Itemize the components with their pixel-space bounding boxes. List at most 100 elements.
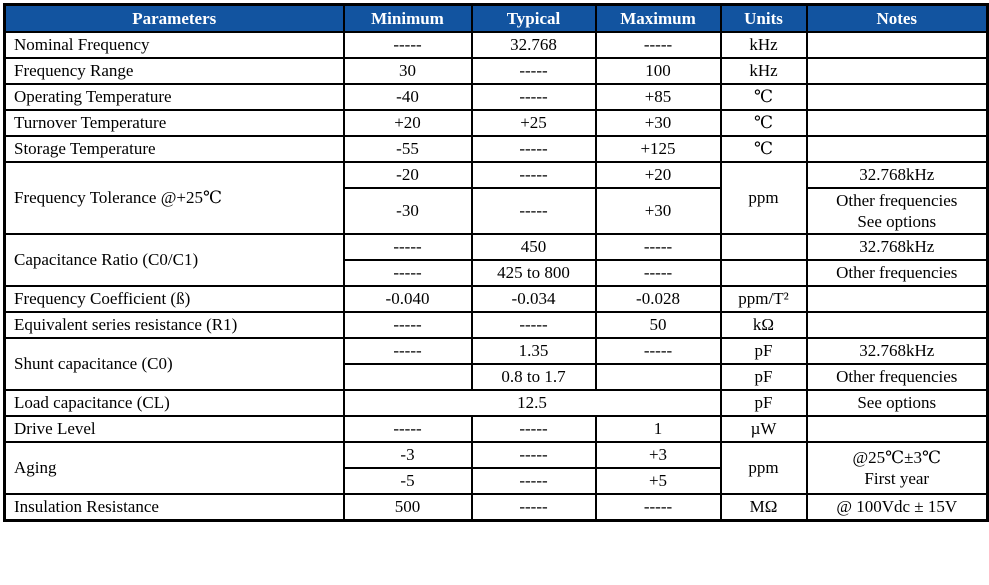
- value-cell: +20: [594, 160, 722, 189]
- value-cell: pF: [719, 337, 808, 365]
- value-cell: -----: [470, 82, 597, 111]
- table-row: -5 ----- +5: [5, 467, 988, 495]
- value-cell: -----: [470, 467, 597, 495]
- value-cell: [805, 134, 989, 163]
- parameter-cell: Equivalent series resistance (R1): [3, 311, 345, 339]
- value-cell: [805, 108, 989, 137]
- value-cell: -----: [342, 233, 473, 261]
- value-cell: kHz: [719, 56, 808, 85]
- value-cell: -55: [342, 134, 473, 163]
- table-row: 0.8 to 1.7 pF Other frequencies: [5, 363, 989, 391]
- value-cell: -----: [470, 493, 597, 521]
- value-cell: [805, 82, 989, 111]
- value-cell: -----: [594, 259, 722, 287]
- value-cell: -----: [470, 441, 597, 469]
- value-cell: ℃: [719, 82, 808, 111]
- value-cell: Other frequencies See options: [805, 186, 989, 235]
- parameter-cell: Storage Temperature: [3, 134, 345, 163]
- table-row: Drive Level ----- ----- 1 µW: [3, 415, 989, 443]
- value-cell: [805, 311, 989, 339]
- value-cell: -----: [594, 233, 722, 261]
- value-cell: 450: [470, 233, 597, 261]
- parameter-cell: Load capacitance (CL): [3, 389, 345, 417]
- parameter-cell: Frequency Tolerance @+25℃: [3, 160, 345, 235]
- value-cell: +25: [470, 108, 597, 137]
- value-cell: 50: [594, 311, 722, 339]
- value-cell: 32.768kHz: [805, 233, 989, 261]
- value-cell: pF: [719, 389, 808, 417]
- value-cell: 32.768kHz: [805, 160, 989, 189]
- table-row: Frequency Coefficient (ß) -0.040 -0.034 -0.…: [3, 285, 989, 313]
- header-row: Parameters Minimum Typical Maximum Units…: [3, 3, 989, 33]
- header-units: Units: [719, 3, 808, 33]
- value-cell: MΩ: [719, 493, 808, 521]
- value-cell: 1.35: [470, 337, 597, 365]
- table-row: Storage Temperature -55 ----- +125 ℃: [3, 134, 989, 163]
- value-cell: pF: [719, 363, 808, 391]
- value-cell: +20: [342, 108, 473, 137]
- value-cell: ℃: [719, 108, 808, 137]
- value-cell: -30: [342, 186, 473, 235]
- value-cell: [719, 259, 808, 287]
- value-cell: ppm: [719, 441, 808, 495]
- header-notes: Notes: [805, 3, 989, 33]
- parameter-cell: Shunt capacitance (C0): [3, 337, 345, 391]
- value-cell: @ 100Vdc ± 15V: [805, 493, 989, 521]
- table-row: Frequency Tolerance @+25℃ -20 ----- +20 ppm 3…: [3, 160, 989, 235]
- table-row: Capacitance Ratio (C0/C1) ----- 450 ----- 32…: [3, 233, 989, 287]
- value-cell: 12.5: [342, 389, 722, 417]
- value-cell: -----: [342, 30, 473, 59]
- value-cell: -0.040: [342, 285, 473, 313]
- parameter-cell: Nominal Frequency: [3, 30, 345, 59]
- parameter-cell: Turnover Temperature: [3, 108, 345, 137]
- value-cell: -----: [594, 337, 722, 365]
- table-row: ----- 425 to 800 ----- Other frequencies: [5, 259, 989, 287]
- header-maximum: Maximum: [594, 3, 722, 33]
- value-cell: -5: [342, 467, 473, 495]
- value-cell: +5: [594, 467, 722, 495]
- parameter-cell: Frequency Coefficient (ß): [3, 285, 345, 313]
- value-cell: -----: [342, 259, 473, 287]
- spec-table: Parameters Minimum Typical Maximum Units…: [3, 3, 989, 522]
- parameter-cell: Aging: [3, 441, 345, 495]
- value-cell: -----: [594, 30, 722, 59]
- value-cell: [805, 285, 989, 313]
- value-cell: [805, 415, 989, 443]
- header-minimum: Minimum: [342, 3, 473, 33]
- value-cell: See options: [805, 389, 989, 417]
- value-cell: 30: [342, 56, 473, 85]
- value-cell: [594, 363, 722, 391]
- value-cell: -----: [342, 337, 473, 365]
- value-cell: @25℃±3℃ First year: [805, 441, 989, 495]
- table-row: Nominal Frequency ----- 32.768 ----- kHz: [3, 30, 989, 59]
- table-row: Turnover Temperature +20 +25 +30 ℃: [3, 108, 989, 137]
- value-cell: -40: [342, 82, 473, 111]
- value-cell: +30: [594, 186, 722, 235]
- value-cell: [719, 233, 808, 261]
- value-cell: -20: [342, 160, 473, 189]
- header-typical: Typical: [470, 3, 597, 33]
- table-row: Equivalent series resistance (R1) ----- --…: [3, 311, 989, 339]
- value-cell: [805, 30, 989, 59]
- value-cell: -----: [342, 311, 473, 339]
- value-cell: Other frequencies: [805, 259, 989, 287]
- value-cell: [805, 56, 989, 85]
- value-cell: -0.028: [594, 285, 722, 313]
- table-row: Frequency Range 30 ----- 100 kHz: [3, 56, 989, 85]
- value-cell: 1: [594, 415, 722, 443]
- table-row: Insulation Resistance 500 ----- ----- MΩ @ 10…: [3, 493, 989, 521]
- parameter-cell: Frequency Range: [3, 56, 345, 85]
- value-cell: -3: [342, 441, 473, 469]
- parameter-cell: Operating Temperature: [3, 82, 345, 111]
- table-row: Load capacitance (CL) 12.5 pF See options: [3, 389, 989, 417]
- table-row: Aging -3 ----- +3 ppm @25℃±3℃ First year: [3, 441, 989, 495]
- parameter-cell: Insulation Resistance: [3, 493, 345, 521]
- value-cell: 425 to 800: [470, 259, 597, 287]
- table-row: Operating Temperature -40 ----- +85 ℃: [3, 82, 989, 111]
- spec-table-body: Nominal Frequency ----- 32.768 ----- kHz Freq…: [3, 30, 989, 521]
- value-cell: +3: [594, 441, 722, 469]
- value-cell: Other frequencies: [805, 363, 989, 391]
- value-cell: +125: [594, 134, 722, 163]
- value-cell: -----: [470, 415, 597, 443]
